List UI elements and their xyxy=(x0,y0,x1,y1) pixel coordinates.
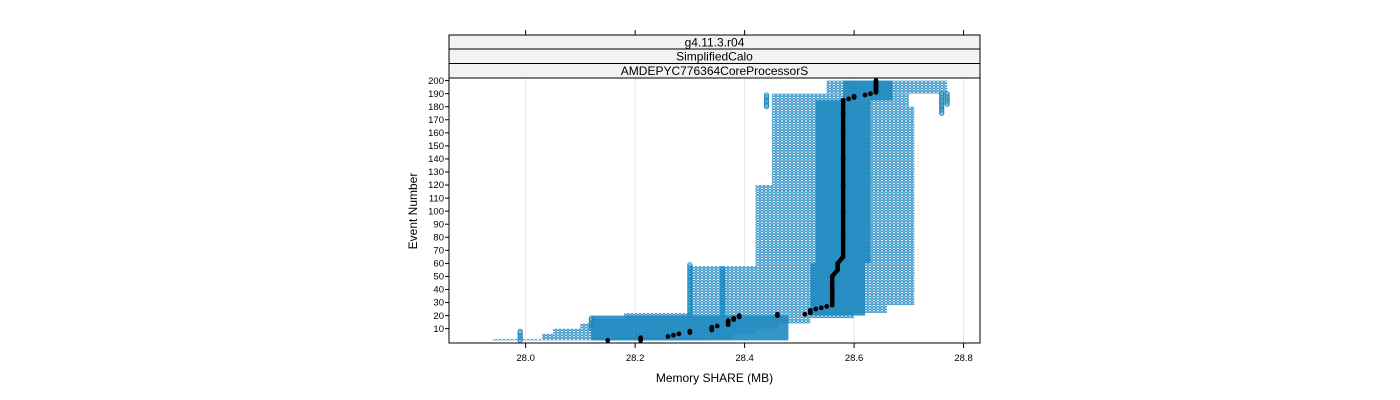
y-tick-label: 120 xyxy=(428,180,444,191)
x-axis: 28.0 28.2 28.4 28.6 28.8 xyxy=(516,343,973,364)
y-tick-label: 100 xyxy=(428,206,444,217)
y-tick-label: 190 xyxy=(428,89,444,100)
run-dense-core xyxy=(843,80,893,101)
median-point xyxy=(736,313,742,318)
x-tick-label: 28.4 xyxy=(735,353,754,364)
median-point xyxy=(676,331,682,337)
x-tick-label: 28.6 xyxy=(845,353,864,364)
y-axis-title: Event Number xyxy=(406,173,420,250)
y-tick-label: 160 xyxy=(428,128,444,139)
panel-strips: g4.11.3.r04 SimplifiedCalo AMDEPYC776364… xyxy=(448,34,981,79)
strip-label-version: g4.11.3.r04 xyxy=(685,36,745,50)
strip-label-benchmark: SimplifiedCalo xyxy=(676,50,753,64)
median-point xyxy=(813,306,819,312)
y-tick-label: 10 xyxy=(433,324,444,335)
median-points xyxy=(605,78,879,343)
median-point xyxy=(665,334,671,339)
median-point xyxy=(862,92,868,98)
y-tick-label: 90 xyxy=(433,219,444,230)
y-tick-label: 20 xyxy=(433,311,444,322)
median-point xyxy=(840,97,846,103)
median-point xyxy=(638,335,643,341)
median-point xyxy=(725,318,731,324)
top-tick-marks xyxy=(525,30,965,35)
median-point xyxy=(671,332,676,338)
y-tick-label: 170 xyxy=(428,115,444,126)
run-band xyxy=(689,305,887,313)
median-point xyxy=(851,93,857,99)
median-point xyxy=(873,78,879,84)
median-point xyxy=(802,311,808,317)
y-tick-label: 40 xyxy=(433,285,444,296)
y-tick-label: 130 xyxy=(428,167,444,178)
median-point xyxy=(687,328,693,334)
median-point xyxy=(714,323,720,329)
y-tick-label: 50 xyxy=(433,272,444,283)
y-tick-label: 180 xyxy=(428,102,444,113)
median-point xyxy=(775,311,780,317)
outlier-point xyxy=(687,262,693,268)
y-tick-label: 150 xyxy=(428,141,444,152)
outlier-points xyxy=(517,91,950,343)
median-point xyxy=(846,96,852,102)
y-axis: 10 20 30 40 50 60 70 80 90 100 110 120 130 140 150 160 1… xyxy=(428,76,449,335)
median-point xyxy=(818,305,824,311)
x-tick-label: 28.8 xyxy=(954,353,973,364)
median-point xyxy=(731,315,737,321)
run-bands xyxy=(492,80,948,341)
y-tick-label: 80 xyxy=(433,232,444,243)
y-tick-label: 30 xyxy=(433,298,444,309)
median-point xyxy=(824,304,830,309)
strip-label-processor: AMDEPYC776364CoreProcessorS xyxy=(621,64,808,78)
median-point xyxy=(605,337,611,343)
median-point xyxy=(709,324,715,330)
run-band xyxy=(689,265,915,306)
x-tick-label: 28.0 xyxy=(516,353,535,364)
run-dense-core xyxy=(591,315,789,341)
y-tick-label: 200 xyxy=(428,76,444,87)
outlier-point xyxy=(763,92,770,98)
median-point xyxy=(868,91,873,97)
y-tick-label: 70 xyxy=(433,246,444,257)
plot-frame xyxy=(448,77,981,344)
median-point xyxy=(807,307,813,313)
outlier-point xyxy=(720,265,726,272)
outlier-point xyxy=(944,91,950,97)
y-tick-label: 60 xyxy=(433,259,444,270)
outlier-point xyxy=(517,328,523,334)
outlier-point xyxy=(939,91,945,97)
x-tick-label: 28.2 xyxy=(626,353,645,364)
y-tick-label: 110 xyxy=(429,193,444,204)
y-tick-label: 140 xyxy=(428,154,444,165)
x-axis-title: Memory SHARE (MB) xyxy=(656,371,773,385)
outlier-point xyxy=(588,315,594,321)
